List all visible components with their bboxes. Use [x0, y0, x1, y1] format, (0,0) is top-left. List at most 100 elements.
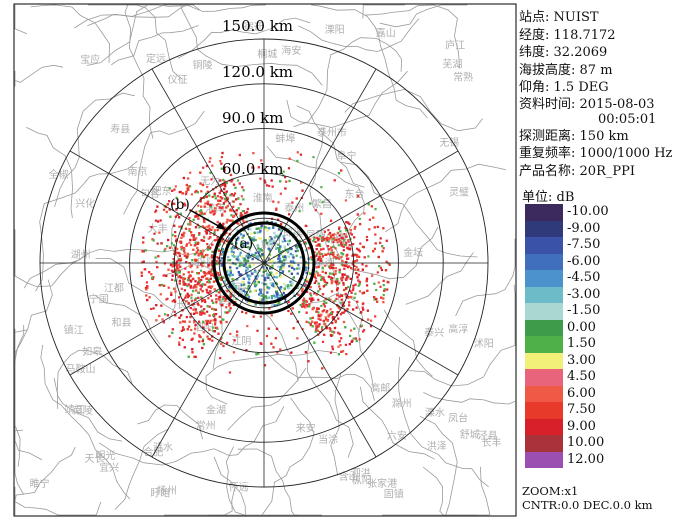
place-label: 大丰: [148, 222, 168, 235]
echo-pixel: [180, 329, 183, 332]
echo-pixel: [195, 243, 198, 246]
echo-pixel: [330, 234, 333, 237]
echo-pixel: [189, 220, 192, 223]
echo-pixel: [211, 267, 214, 270]
place-label: 睢宁: [30, 477, 50, 490]
echo-pixel: [189, 238, 192, 242]
echo-pixel: [178, 240, 181, 243]
echo-pixel: [197, 277, 200, 280]
echo-pixel: [267, 327, 270, 330]
echo-pixel: [200, 239, 203, 242]
echo-pixel: [298, 266, 301, 269]
echo-pixel: [314, 322, 317, 325]
echo-pixel: [276, 253, 279, 256]
echo-pixel: [194, 298, 197, 301]
echo-pixel: [373, 296, 376, 299]
echo-pixel: [338, 234, 341, 237]
county-boundary: [53, 377, 123, 442]
echo-pixel: [267, 247, 270, 250]
echo-pixel: [384, 269, 388, 272]
echo-pixel: [323, 280, 326, 283]
echo-pixel: [229, 332, 232, 335]
echo-pixel: [321, 293, 325, 296]
echo-pixel: [324, 271, 327, 275]
echo-pixel: [216, 229, 219, 232]
echo-pixel: [282, 260, 286, 263]
county-boundary: [114, 428, 169, 510]
county-boundary: [94, 294, 161, 345]
echo-pixel: [342, 301, 345, 304]
echo-pixel: [253, 236, 256, 239]
echo-pixel: [205, 231, 208, 234]
echo-pixel: [388, 263, 391, 266]
echo-pixel: [279, 268, 282, 271]
county-boundary: [87, 4, 266, 27]
echo-pixel: [333, 179, 336, 182]
echo-pixel: [215, 326, 218, 329]
echo-pixel: [196, 246, 199, 249]
echo-pixel: [348, 222, 351, 226]
echo-pixel: [224, 197, 227, 200]
echo-pixel: [195, 286, 198, 289]
echo-pixel: [260, 159, 263, 162]
echo-pixel: [188, 320, 191, 323]
echo-pixel: [248, 281, 251, 285]
county-boundary: [398, 356, 489, 488]
echo-pixel: [305, 320, 308, 323]
echo-pixel: [340, 241, 343, 244]
echo-pixel: [304, 224, 307, 227]
echo-pixel: [229, 269, 232, 272]
echo-pixel: [208, 290, 212, 293]
echo-pixel: [315, 280, 318, 283]
echo-pixel: [353, 260, 356, 263]
echo-pixel: [313, 292, 316, 295]
echo-pixel: [315, 270, 318, 273]
echo-pixel: [267, 276, 270, 279]
echo-pixel: [255, 255, 258, 258]
echo-pixel: [271, 304, 274, 307]
echo-pixel: [200, 305, 203, 308]
legend-swatch: [525, 237, 563, 254]
echo-pixel: [244, 291, 247, 294]
place-label: 当涂: [318, 433, 338, 446]
echo-pixel: [227, 273, 230, 276]
county-boundary: [95, 258, 174, 311]
echo-pixel: [192, 234, 195, 237]
legend-swatch: [525, 270, 563, 287]
echo-pixel: [189, 307, 192, 310]
echo-pixel: [280, 230, 283, 233]
echo-pixel: [348, 304, 351, 307]
echo-pixel: [246, 207, 249, 211]
ring-label-120: 120.0 km: [222, 63, 293, 81]
echo-pixel: [323, 333, 326, 336]
echo-pixel: [313, 237, 316, 240]
echo-pixel: [237, 207, 240, 210]
echo-pixel: [379, 266, 382, 269]
echo-pixel: [317, 265, 320, 269]
echo-pixel: [301, 302, 304, 305]
echo-pixel: [277, 228, 281, 231]
echo-pixel: [240, 273, 243, 276]
echo-pixel: [163, 249, 166, 252]
echo-pixel: [301, 305, 304, 308]
echo-pixel: [251, 166, 254, 169]
echo-pixel: [198, 232, 201, 235]
ring-label-60: 60.0 km: [222, 160, 283, 178]
echo-pixel: [229, 173, 233, 177]
echo-pixel: [205, 253, 208, 257]
echo-pixel: [181, 233, 184, 236]
echo-pixel: [213, 288, 216, 291]
county-boundary: [54, 92, 135, 208]
echo-pixel: [217, 272, 220, 275]
echo-pixel: [178, 341, 181, 344]
echo-pixel: [329, 267, 332, 270]
echo-pixel: [218, 206, 221, 209]
echo-pixel: [252, 239, 255, 242]
echo-pixel: [224, 200, 227, 203]
echo-pixel: [208, 194, 211, 197]
echo-pixel: [168, 200, 171, 203]
echo-pixel: [265, 184, 269, 187]
echo-pixel: [275, 327, 279, 330]
echo-pixel: [274, 337, 277, 340]
echo-pixel: [239, 251, 242, 254]
